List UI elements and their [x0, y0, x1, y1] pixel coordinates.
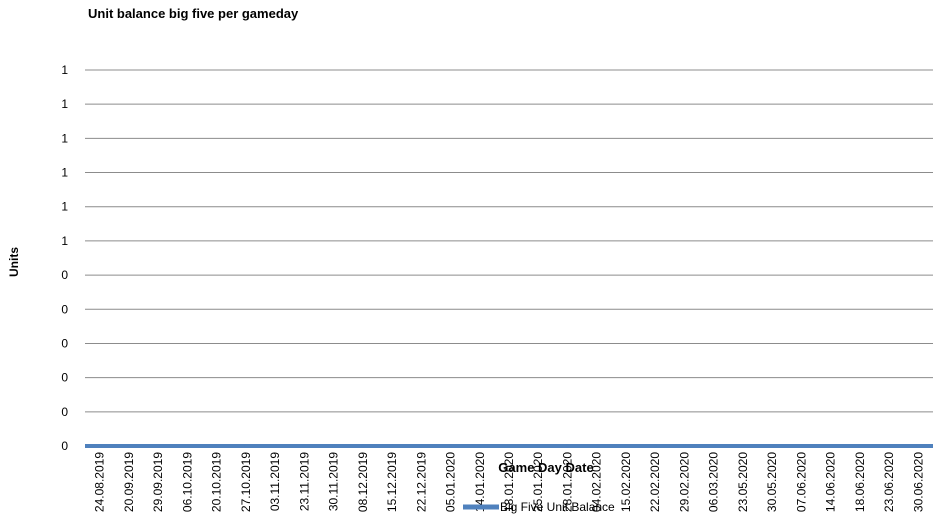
data-point — [887, 444, 891, 448]
data-point — [624, 444, 628, 448]
y-tick-label: 0 — [61, 268, 68, 282]
x-tick-label: 27.10.2019 — [239, 452, 253, 512]
y-tick-label: 1 — [61, 166, 68, 180]
x-tick-label: 03.11.2019 — [268, 452, 282, 511]
data-point — [98, 444, 102, 448]
data-point — [127, 444, 131, 448]
x-tick-labels: 24.08.2019 20.09.2019 29.09.2019 06.10.2019… — [93, 452, 926, 512]
x-tick-label: 15.02.2020 — [619, 452, 633, 512]
data-point — [302, 444, 306, 448]
x-tick-label: 20.09.2019 — [122, 452, 136, 512]
y-tick-labels: 0 0 0 0 0 0 1 1 1 1 1 1 — [61, 63, 68, 453]
data-point — [916, 444, 920, 448]
legend: Big Five Unit Balance — [463, 500, 615, 514]
data-point — [829, 444, 833, 448]
x-tick-label: 24.08.2019 — [93, 452, 107, 512]
y-tick-label: 0 — [61, 405, 68, 419]
data-point — [361, 444, 365, 448]
data-point — [156, 444, 160, 448]
data-point — [770, 444, 774, 448]
x-tick-label: 07.06.2020 — [794, 452, 808, 512]
data-point — [215, 444, 219, 448]
x-tick-label: 29.02.2020 — [677, 452, 691, 512]
data-point — [799, 444, 803, 448]
x-tick-label: 30.11.2019 — [327, 452, 341, 511]
data-point — [858, 444, 862, 448]
data-point — [449, 444, 453, 448]
data-point — [244, 444, 248, 448]
series-layer — [85, 444, 933, 448]
x-tick-label: 29.09.2019 — [151, 452, 165, 512]
x-tick-label: 23.05.2020 — [736, 452, 750, 512]
x-tick-label: 20.10.2019 — [210, 452, 224, 512]
x-tick-label: 15.12.2019 — [385, 452, 399, 512]
x-axis-label: Game Day Date — [498, 460, 593, 475]
y-tick-label: 0 — [61, 439, 68, 453]
x-tick-label: 22.12.2019 — [414, 452, 428, 512]
y-tick-label: 1 — [61, 200, 68, 214]
x-tick-label: 22.02.2020 — [648, 452, 662, 512]
x-tick-label: 14.01.2020 — [473, 452, 487, 512]
x-tick-label: 23.11.2019 — [297, 452, 311, 511]
x-tick-label: 25.01.2020 — [531, 452, 545, 512]
data-point — [390, 444, 394, 448]
y-tick-label: 1 — [61, 97, 68, 111]
data-point — [595, 444, 599, 448]
data-point — [507, 444, 511, 448]
x-tick-label: 04.02.2020 — [590, 452, 604, 512]
legend-label: Big Five Unit Balance — [500, 500, 615, 514]
data-point — [185, 444, 189, 448]
y-axis-label: Units — [7, 247, 21, 277]
gridlines — [85, 69, 933, 447]
data-point — [419, 444, 423, 448]
y-tick-label: 0 — [61, 371, 68, 385]
data-point — [712, 444, 716, 448]
data-point — [536, 444, 540, 448]
x-tick-label: 28.01.2020 — [560, 452, 574, 512]
y-tick-label: 1 — [61, 234, 68, 248]
y-tick-label: 1 — [61, 131, 68, 145]
y-tick-label: 1 — [61, 63, 68, 77]
x-tick-label: 05.01.2020 — [444, 452, 458, 512]
data-point — [565, 444, 569, 448]
x-tick-label: 30.06.2020 — [911, 452, 925, 512]
x-tick-label: 30.05.2020 — [765, 452, 779, 512]
y-tick-label: 0 — [61, 302, 68, 316]
x-tick-label: 08.12.2019 — [356, 452, 370, 512]
x-tick-label: 06.03.2020 — [707, 452, 721, 512]
x-tick-label: 14.06.2020 — [824, 452, 838, 512]
data-point — [653, 444, 657, 448]
data-point — [682, 444, 686, 448]
x-tick-label: 06.10.2019 — [180, 452, 194, 512]
data-point — [478, 444, 482, 448]
data-point — [273, 444, 277, 448]
x-tick-label: 23.06.2020 — [882, 452, 896, 512]
data-point — [741, 444, 745, 448]
y-tick-label: 0 — [61, 336, 68, 350]
data-point — [332, 444, 336, 448]
x-tick-label: 18.01.2020 — [502, 452, 516, 512]
x-tick-label: 18.06.2020 — [853, 452, 867, 512]
chart-title: Unit balance big five per gameday — [88, 6, 299, 21]
